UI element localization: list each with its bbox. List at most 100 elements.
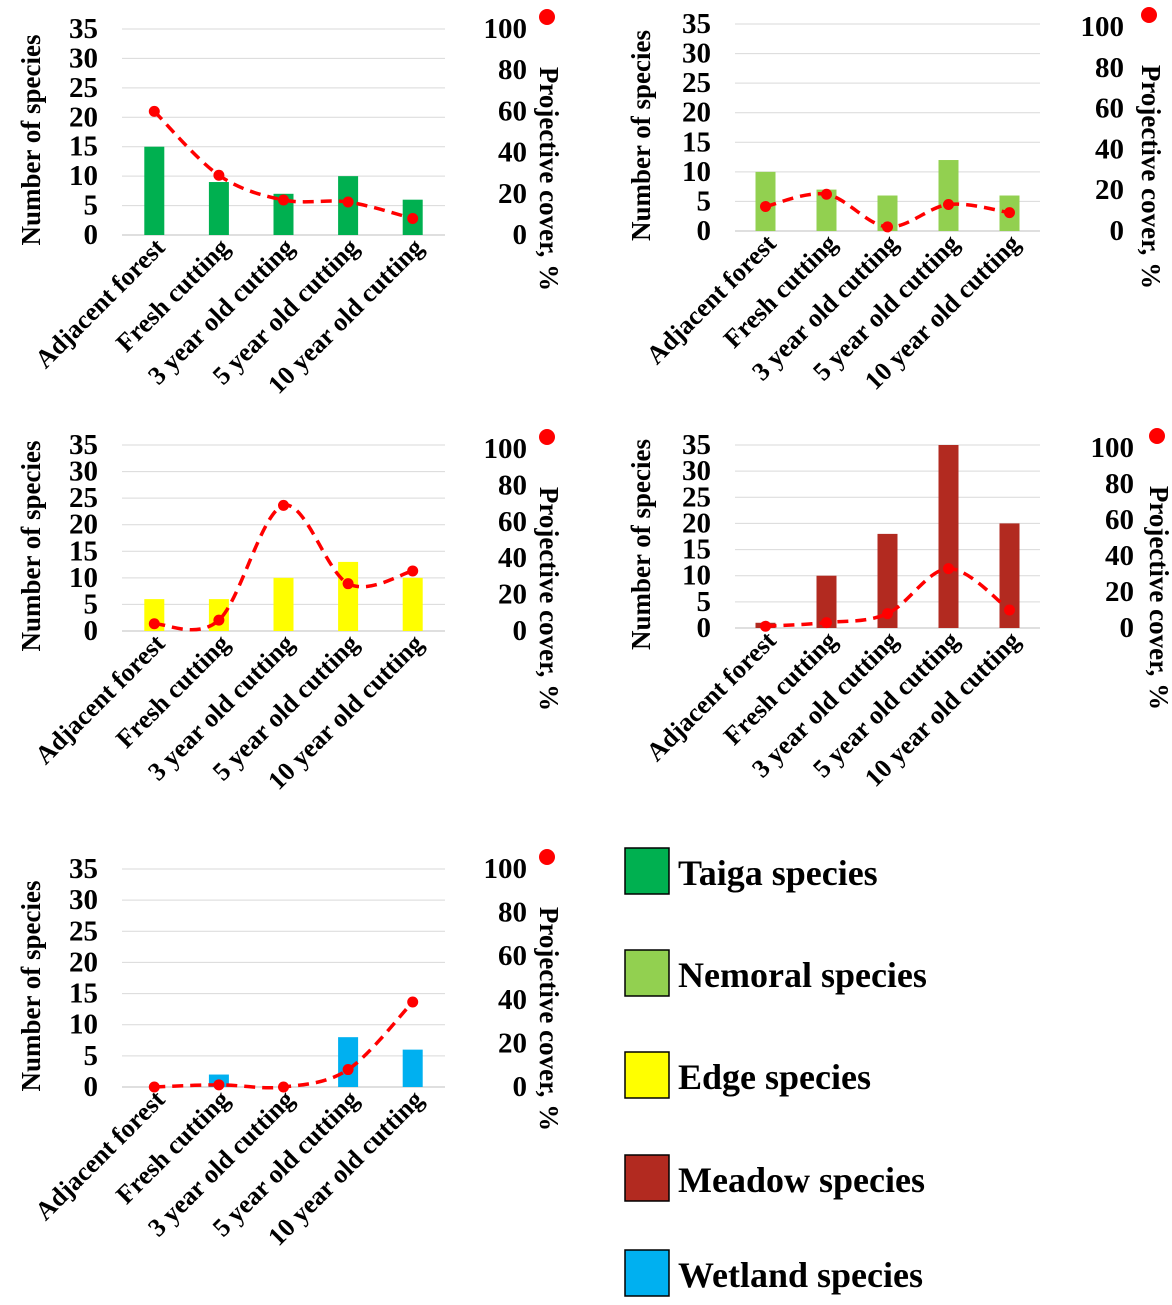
projective-cover-marker-icon (539, 429, 555, 445)
y-tick-label: 20 (69, 946, 98, 978)
legend-label: Edge species (678, 1057, 871, 1097)
y-tick-label: 20 (69, 509, 98, 541)
y2-tick-label: 80 (498, 469, 527, 501)
y-tick-label: 30 (682, 455, 711, 487)
bar (208, 182, 229, 235)
projective-cover-marker-icon (539, 9, 555, 25)
y-tick-label: 10 (682, 156, 711, 188)
y-tick-label: 10 (69, 160, 98, 192)
line-point (882, 221, 893, 233)
legend-item: Meadow species (624, 1154, 925, 1202)
y-tick-label: 5 (84, 588, 99, 620)
y-axis-label: Number of species (626, 30, 656, 241)
line-point (943, 563, 954, 575)
y-tick-label: 25 (69, 482, 98, 514)
y-axis-label: Number of species (16, 881, 46, 1092)
y2-tick-label: 20 (498, 178, 527, 210)
line-point (1004, 604, 1015, 616)
bar (273, 577, 294, 631)
y-tick-label: 5 (697, 586, 712, 618)
line-point (213, 169, 225, 181)
y-tick-label: 10 (682, 560, 711, 592)
y2-tick-label: 0 (513, 1071, 528, 1103)
line-point (148, 618, 160, 630)
legend-item: Edge species (624, 1051, 871, 1099)
bar (816, 575, 837, 628)
line-point (1004, 207, 1015, 219)
bar (938, 160, 959, 231)
projective-cover-line (154, 1000, 414, 1090)
y2-tick-label: 100 (1081, 11, 1125, 43)
y-tick-label: 5 (84, 1040, 99, 1072)
y2-tick-label: 0 (513, 615, 528, 647)
line-point (407, 996, 419, 1008)
y-tick-label: 30 (682, 38, 711, 70)
y-tick-label: 0 (84, 219, 99, 251)
bar (402, 1049, 423, 1087)
bar (999, 523, 1020, 628)
y2-tick-label: 40 (1095, 133, 1124, 165)
legend-swatch (624, 1051, 670, 1099)
line-point (278, 194, 289, 206)
bar (273, 193, 294, 235)
y2-tick-label: 100 (484, 13, 528, 45)
y2-tick-label: 60 (1105, 504, 1134, 536)
line-point (342, 196, 354, 208)
y2-tick-label: 80 (498, 897, 527, 929)
line-point (943, 198, 954, 210)
y-tick-label: 35 (69, 853, 98, 885)
y2-tick-label: 0 (1110, 215, 1125, 247)
y-tick-label: 0 (84, 615, 99, 647)
line-point (213, 1079, 225, 1091)
line-point (882, 608, 893, 620)
line-point (213, 614, 225, 626)
y2-tick-label: 20 (1095, 174, 1124, 206)
line-point (342, 1064, 354, 1076)
y-axis-label: Number of species (16, 441, 46, 652)
legend: Taiga species Nemoral species Edge species… (624, 847, 927, 1297)
legend-swatch (624, 949, 670, 997)
y-axis-label: Number of species (16, 35, 46, 246)
legend-swatch (624, 847, 670, 895)
line-point (148, 1081, 160, 1093)
projective-cover-marker-icon (1149, 428, 1165, 444)
y-tick-label: 25 (69, 72, 98, 104)
legend-label: Meadow species (678, 1160, 925, 1200)
y2-tick-label: 60 (498, 95, 527, 127)
y-tick-label: 10 (69, 1009, 98, 1041)
legend-swatch (624, 1249, 670, 1297)
line-point (760, 201, 771, 213)
y-tick-label: 25 (682, 67, 711, 99)
y-tick-label: 15 (69, 131, 98, 163)
y-tick-label: 0 (84, 1071, 99, 1103)
y-tick-label: 15 (69, 535, 98, 567)
y2-tick-label: 80 (1105, 468, 1134, 500)
bar (816, 189, 837, 231)
y2-tick-label: 60 (1095, 93, 1124, 125)
line-point (148, 105, 160, 117)
bar (877, 195, 898, 231)
y2-tick-label: 80 (1095, 52, 1124, 84)
legend-label: Taiga species (678, 853, 878, 893)
line-point (407, 213, 419, 225)
y-tick-label: 20 (682, 97, 711, 129)
legend-label: Nemoral species (678, 955, 927, 995)
y2-tick-label: 100 (1091, 432, 1135, 464)
y2-tick-label: 0 (1120, 612, 1135, 644)
y-tick-label: 15 (69, 978, 98, 1010)
y-tick-label: 35 (69, 429, 98, 461)
y-tick-label: 30 (69, 456, 98, 488)
y-tick-label: 35 (69, 13, 98, 45)
y-tick-label: 15 (682, 534, 711, 566)
y2-axis-label: Projective cover, % (534, 67, 564, 291)
y2-tick-label: 60 (498, 506, 527, 538)
y2-tick-label: 40 (1105, 540, 1134, 572)
y-tick-label: 30 (69, 42, 98, 74)
y-tick-label: 5 (84, 190, 99, 222)
